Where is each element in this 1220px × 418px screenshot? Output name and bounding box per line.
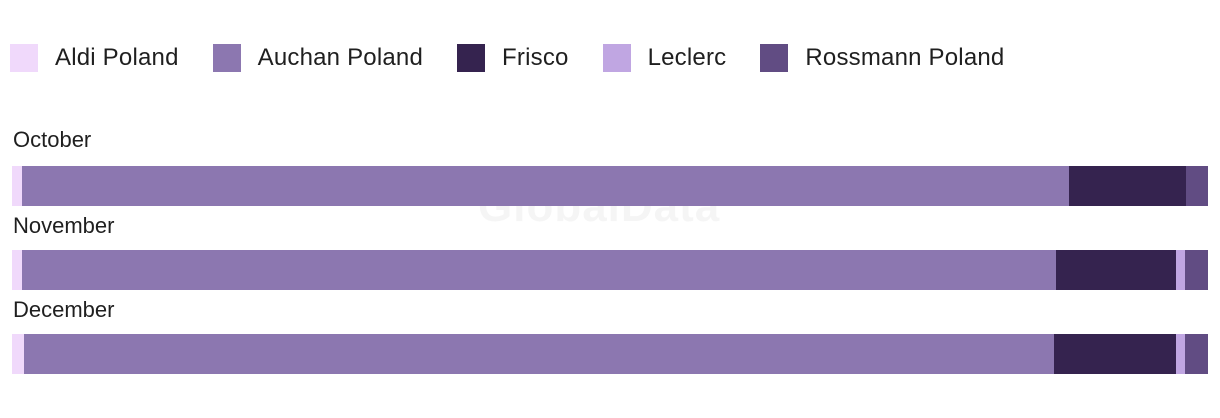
bar-segment [23, 334, 1054, 374]
legend-item: Aldi Poland [10, 44, 179, 72]
category-label: December [13, 297, 115, 322]
legend-item: Frisco [457, 44, 569, 72]
bar-segment [1069, 166, 1187, 206]
legend-item: Leclerc [602, 44, 727, 72]
bar-segment [21, 250, 1057, 290]
stacked-bar [12, 250, 1208, 290]
legend-swatch [760, 44, 789, 72]
chart-legend: Aldi Poland Auchan Poland Frisco Leclerc Ros… [10, 44, 1038, 72]
legend-swatch [602, 44, 631, 72]
legend-swatch [10, 44, 38, 72]
legend-swatch [212, 44, 241, 72]
bar-segment [1175, 250, 1186, 290]
legend-label: Rossmann Poland [805, 44, 1005, 71]
category-label: November [13, 213, 115, 238]
bar-segment [12, 334, 24, 374]
stacked-bar [12, 334, 1208, 374]
legend-label: Aldi Poland [55, 44, 179, 71]
bar-segment [1186, 166, 1208, 206]
stacked-bar [12, 166, 1208, 206]
legend-label: Auchan Poland [257, 44, 424, 71]
category-label: October [13, 127, 92, 152]
legend-item: Auchan Poland [212, 44, 424, 72]
legend-item: Rossmann Poland [760, 44, 1004, 72]
bar-segment [1185, 334, 1208, 374]
bar-segment [21, 166, 1070, 206]
bar-segment [12, 166, 22, 206]
bar-segment [1175, 334, 1186, 374]
legend-swatch [457, 44, 486, 72]
legend-label: Frisco [502, 44, 569, 71]
legend-label: Leclerc [647, 44, 727, 71]
bar-segment [1185, 250, 1208, 290]
bar-segment [12, 250, 22, 290]
bar-segment [1053, 334, 1176, 374]
bar-segment [1056, 250, 1176, 290]
